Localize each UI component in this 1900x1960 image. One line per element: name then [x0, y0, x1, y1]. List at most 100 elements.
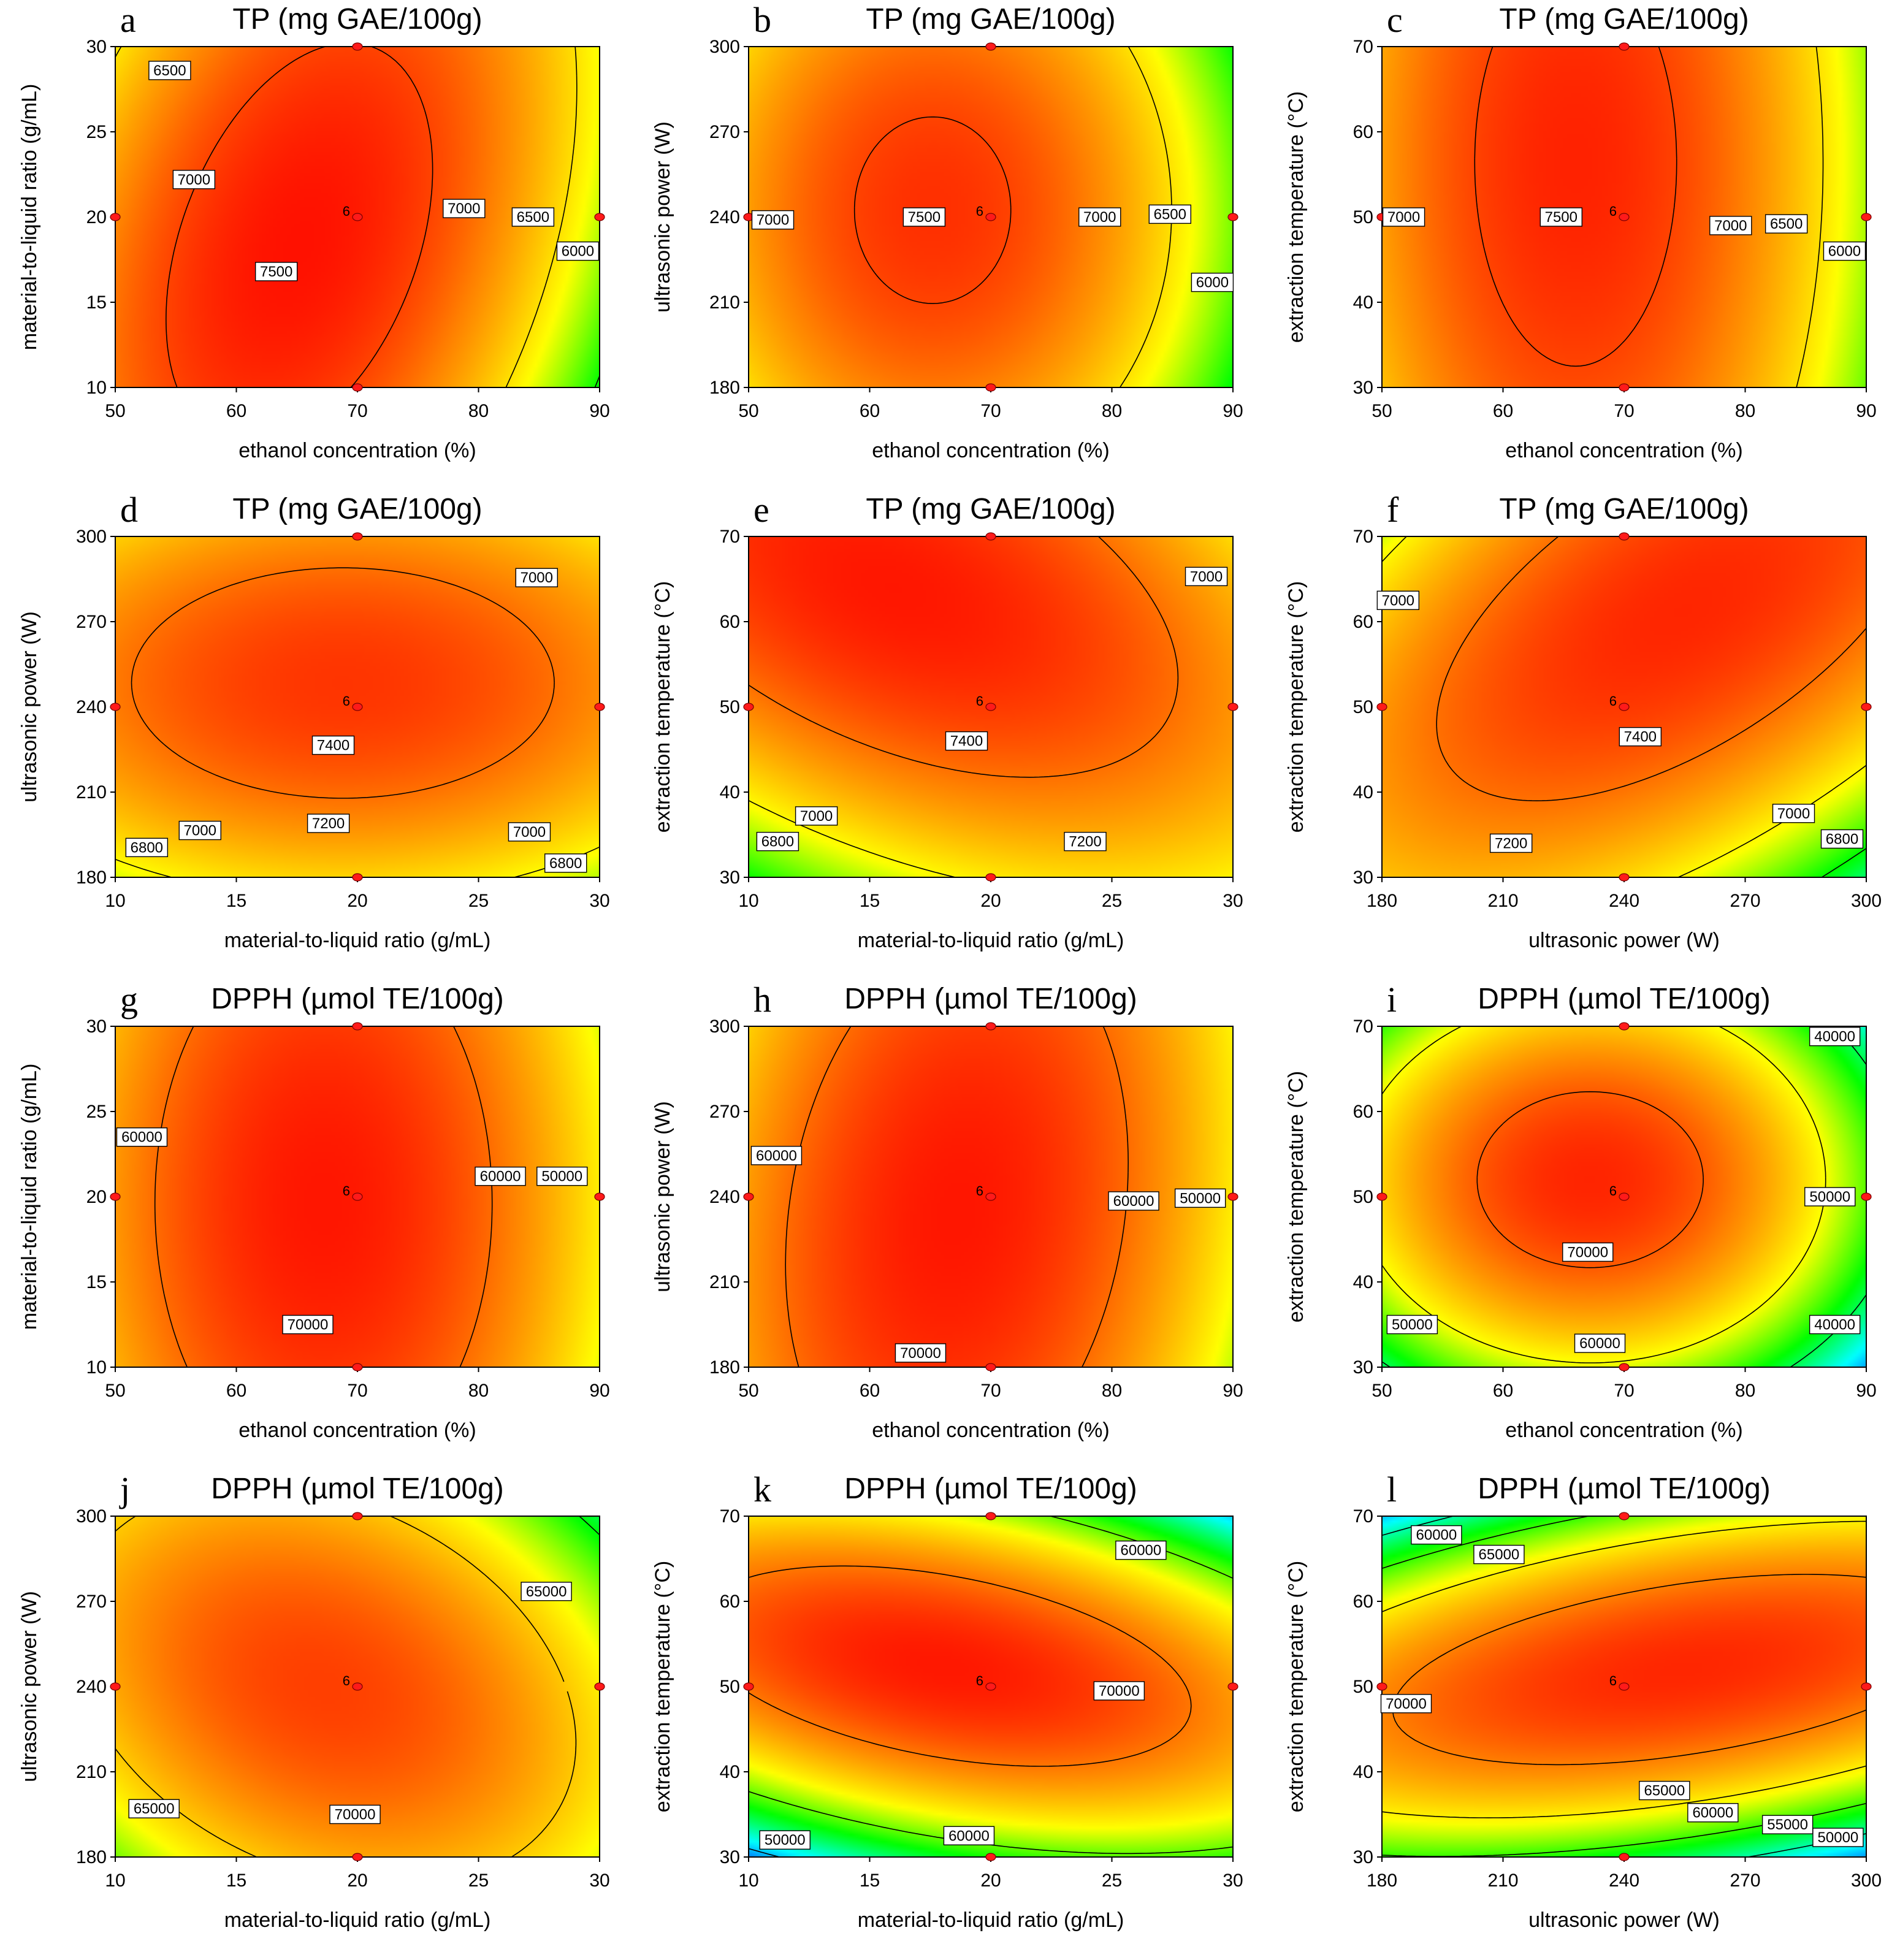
contour-label-box-l-5 — [1761, 1815, 1814, 1834]
contour-label-c-1: 7500 — [1539, 207, 1582, 227]
contour-label-text-l-3: 65000 — [1644, 1783, 1685, 1799]
contour-label-text-a-3: 7000 — [448, 200, 480, 217]
design-point-e-3 — [985, 532, 996, 541]
y-tick-label-h-3: 270 — [709, 1102, 740, 1122]
x-axis-label-b: ethanol concentration (%) — [872, 439, 1110, 462]
contour-label-box-i-1 — [1804, 1187, 1856, 1207]
contour-label-text-g-1: 60000 — [480, 1169, 521, 1185]
x-tick-label-l-1: 210 — [1487, 1870, 1518, 1891]
contour-label-box-i-4 — [1386, 1314, 1438, 1335]
x-tick-label-e-2: 20 — [980, 891, 1001, 911]
contour-line-a-2 — [166, 46, 433, 388]
contour-label-text-l-0: 60000 — [1416, 1527, 1457, 1544]
contour-label-text-b-2: 7000 — [1083, 209, 1116, 226]
contour-label-l-6: 50000 — [1812, 1828, 1864, 1847]
y-tick-label-d-3: 270 — [76, 612, 107, 632]
design-point-l-1 — [1861, 1682, 1872, 1691]
contour-label-box-f-2 — [1489, 833, 1533, 853]
y-axis-label-f: extraction temperature (°C) — [1284, 581, 1308, 833]
contour-label-text-d-0: 7000 — [521, 570, 553, 586]
x-axis-label-l: ultrasonic power (W) — [1528, 1909, 1720, 1932]
panel-k: 10 15 20 25 30 30 40 50 60 70 6 60000 70000 60000 5000… — [633, 1470, 1267, 1959]
contour-label-box-i-5 — [1809, 1314, 1861, 1335]
x-tick-label-i-3: 80 — [1735, 1381, 1755, 1401]
contour-label-text-i-2: 70000 — [1567, 1244, 1608, 1260]
contour-label-j-2: 70000 — [329, 1804, 381, 1825]
y-axis-label-g: material-to-liquid ratio (g/mL) — [18, 1063, 41, 1330]
contour-label-h-2: 50000 — [1174, 1188, 1226, 1208]
contour-line-f-3 — [1436, 536, 1867, 801]
contour-label-box-d-6 — [544, 853, 587, 873]
chart-title-e: TP (mg GAE/100g) — [866, 493, 1116, 525]
contour-label-d-4: 6800 — [125, 837, 169, 858]
x-tick-label-l-2: 240 — [1609, 1870, 1639, 1891]
y-axis-label-j: ultrasonic power (W) — [18, 1591, 41, 1782]
y-axis-label-b: ultrasonic power (W) — [651, 121, 674, 313]
contour-plot-b: 50 60 70 80 90 180 210 240 270 300 6 7000 7500 7000 65… — [709, 37, 1243, 421]
contour-label-text-k-0: 60000 — [1121, 1542, 1162, 1559]
center-point-count-f: 6 — [1609, 693, 1617, 709]
y-tick-label-e-4: 70 — [720, 527, 740, 547]
contour-label-box-b-4 — [1191, 272, 1234, 292]
contour-label-box-h-3 — [895, 1343, 947, 1363]
design-point-b-4 — [985, 213, 996, 221]
x-tick-label-b-1: 60 — [860, 401, 880, 421]
contour-label-text-j-1: 65000 — [134, 1801, 175, 1817]
y-tick-label-b-1: 210 — [709, 292, 740, 313]
contour-label-h-1: 60000 — [1108, 1191, 1159, 1211]
contour-label-box-i-2 — [1562, 1242, 1614, 1262]
x-tick-label-j-0: 10 — [105, 1870, 125, 1891]
contour-label-k-2: 60000 — [943, 1826, 995, 1845]
y-axis-label-i: extraction temperature (°C) — [1284, 1070, 1308, 1323]
panel-letter-b: b — [754, 0, 771, 40]
y-tick-label-j-3: 270 — [76, 1592, 107, 1612]
design-point-d-3 — [352, 532, 363, 541]
y-tick-label-i-4: 70 — [1353, 1016, 1373, 1037]
design-point-f-0 — [1376, 703, 1387, 711]
contour-label-d-1: 7400 — [311, 735, 355, 755]
design-point-e-0 — [743, 703, 754, 711]
panel-letter-c: c — [1387, 0, 1403, 40]
design-point-e-2 — [985, 873, 996, 882]
design-point-d-1 — [594, 703, 605, 711]
contour-label-box-b-1 — [902, 207, 946, 227]
contour-label-box-f-0 — [1376, 590, 1420, 610]
design-point-b-2 — [985, 383, 996, 392]
contour-label-c-4: 6000 — [1823, 241, 1866, 261]
contour-line-l-3 — [1392, 1574, 1867, 1766]
center-point-count-i: 6 — [1609, 1183, 1617, 1199]
x-axis-label-k: material-to-liquid ratio (g/mL) — [857, 1909, 1124, 1932]
y-tick-label-g-4: 30 — [86, 1016, 107, 1037]
contour-label-e-0: 7000 — [1185, 566, 1228, 587]
x-axis-label-c: ethanol concentration (%) — [1505, 439, 1743, 462]
contour-label-box-g-0 — [116, 1127, 168, 1147]
design-point-j-2 — [352, 1853, 363, 1861]
design-point-f-3 — [1619, 532, 1630, 541]
contour-plot-l: 180 210 240 270 300 30 40 50 60 70 6 60000 65000 7000… — [1353, 1506, 1882, 1891]
contour-label-e-4: 7200 — [1064, 831, 1107, 852]
panel-letter-k: k — [754, 1470, 771, 1509]
contour-label-a-3: 7000 — [443, 199, 486, 218]
y-tick-label-k-1: 40 — [720, 1762, 740, 1782]
x-axis-label-e: material-to-liquid ratio (g/mL) — [857, 929, 1124, 952]
contour-label-box-k-2 — [943, 1826, 995, 1845]
y-tick-label-e-3: 60 — [720, 612, 740, 632]
chart-title-g: DPPH (µmol TE/100g) — [211, 983, 504, 1015]
design-point-h-2 — [985, 1363, 996, 1371]
contour-line-k-2 — [748, 1565, 1192, 1767]
contour-label-box-f-3 — [1772, 804, 1815, 823]
contour-plot-d: 10 15 20 25 30 180 210 240 270 300 6 7000 7400 7200 70… — [76, 527, 610, 911]
contour-label-l-1: 65000 — [1473, 1544, 1525, 1565]
contour-label-text-j-2: 70000 — [335, 1807, 376, 1823]
y-tick-label-k-4: 70 — [720, 1506, 740, 1527]
x-tick-label-b-2: 70 — [980, 401, 1001, 421]
x-tick-label-c-3: 80 — [1735, 401, 1755, 421]
y-tick-label-h-1: 210 — [709, 1272, 740, 1292]
design-point-l-0 — [1376, 1682, 1387, 1691]
x-axis-label-g: ethanol concentration (%) — [238, 1419, 476, 1442]
x-axis-label-d: material-to-liquid ratio (g/mL) — [224, 929, 491, 952]
design-point-k-3 — [985, 1512, 996, 1520]
x-tick-label-d-2: 20 — [347, 891, 367, 911]
design-point-i-3 — [1619, 1022, 1630, 1031]
x-tick-label-e-3: 25 — [1102, 891, 1122, 911]
